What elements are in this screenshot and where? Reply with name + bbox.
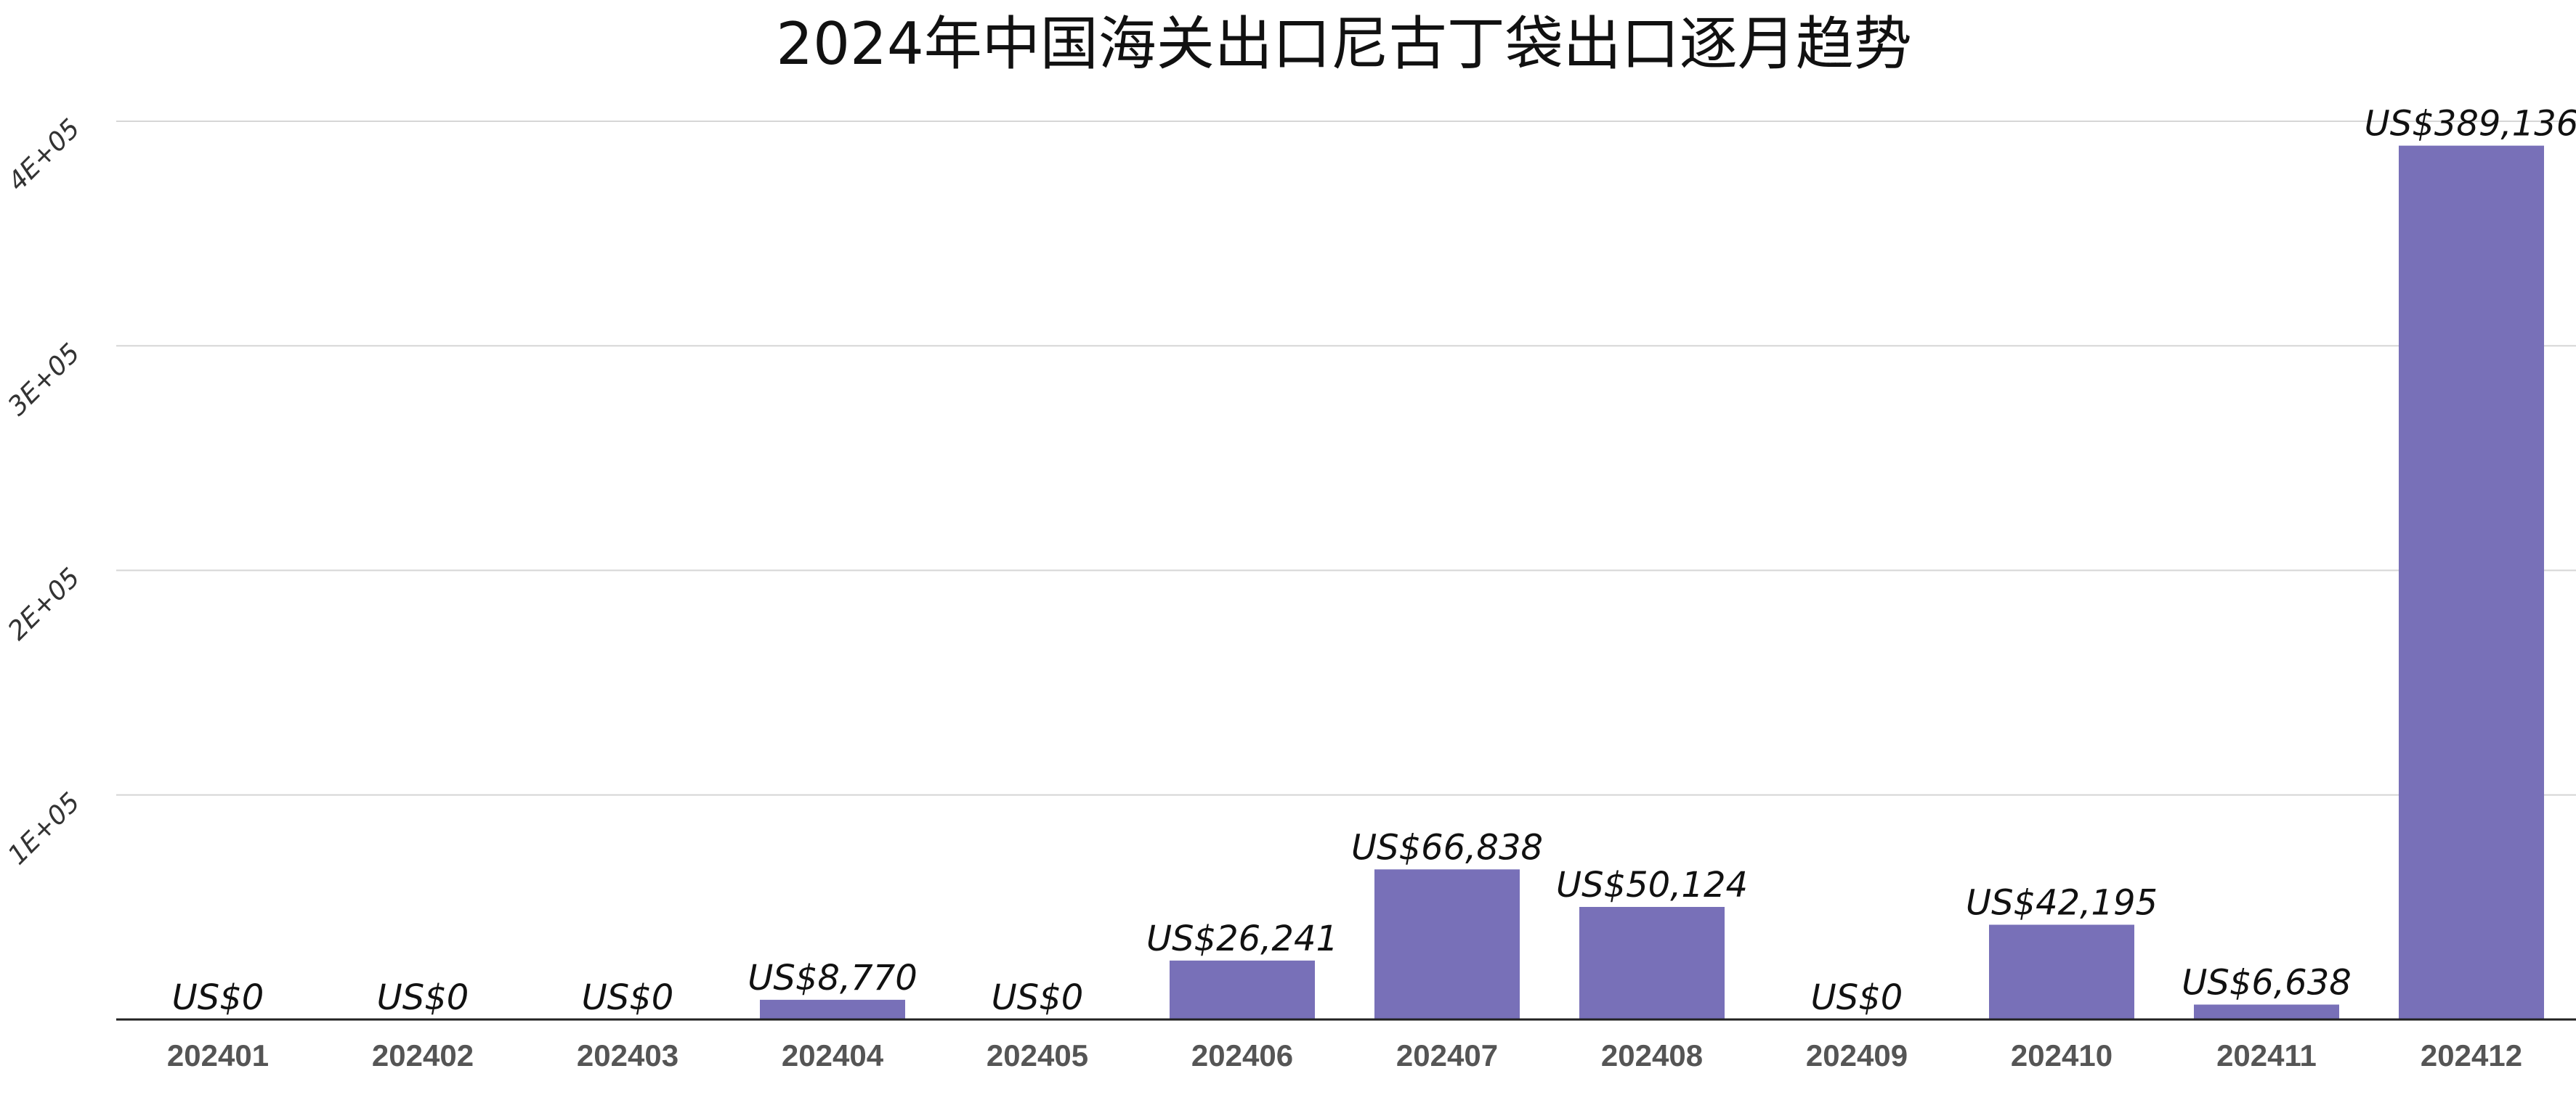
data-label: US$0: [172, 977, 264, 1018]
y-tick-label: 3E+05: [2, 338, 86, 422]
x-tick-label: 202401: [167, 1038, 269, 1072]
data-label: US$50,124: [1556, 865, 1748, 905]
bars: [760, 145, 2544, 1019]
y-tick-label: 1E+05: [2, 787, 86, 871]
data-label: US$42,195: [1966, 883, 2158, 924]
y-tick-label: 2E+05: [2, 563, 86, 646]
x-tick-label: 202406: [1191, 1038, 1293, 1072]
data-label: US$0: [1811, 977, 1903, 1018]
x-tick-label: 202408: [1601, 1038, 1703, 1072]
data-label: US$0: [582, 977, 674, 1018]
bar: [2399, 145, 2544, 1019]
bar: [1579, 906, 1725, 1019]
data-label: US$0: [377, 977, 469, 1018]
bar: [1989, 924, 2134, 1019]
bar: [1374, 869, 1520, 1019]
data-label: US$8,770: [748, 958, 918, 998]
grid-lines: [116, 121, 2576, 796]
x-tick-label: 202410: [2011, 1038, 2113, 1072]
y-tick-label: 4E+05: [2, 113, 86, 197]
x-tick-label: 202402: [372, 1038, 474, 1072]
x-tick-label: 202411: [2216, 1038, 2317, 1072]
x-tick-label: 202412: [2421, 1038, 2522, 1072]
data-label: US$6,638: [2182, 962, 2352, 1003]
x-tick-label: 202409: [1806, 1038, 1908, 1072]
x-tick-label: 202407: [1396, 1038, 1498, 1072]
y-axis-ticks: 1E+05 2E+05 3E+05 4E+05: [2, 113, 86, 871]
x-tick-label: 202405: [987, 1038, 1088, 1072]
bar: [2194, 1004, 2339, 1019]
data-label: US$0: [992, 977, 1084, 1018]
bar: [1170, 960, 1315, 1019]
x-tick-label: 202404: [782, 1038, 884, 1072]
data-label: US$26,241: [1146, 919, 1338, 959]
x-tick-label: 202403: [577, 1038, 679, 1072]
data-label: US$389,136: [2365, 104, 2576, 144]
bar: [760, 999, 905, 1019]
x-axis-ticks: 202401 202402 202403 202404 202405 202406 2024…: [167, 1038, 2522, 1072]
data-labels: US$0 US$0 US$0 US$8,770 US$0 US$26,241 US$66,8…: [172, 104, 2576, 1018]
data-label: US$66,838: [1351, 827, 1543, 868]
chart-title: 2024年中国海关出口尼古丁袋出口逐月趋势: [776, 10, 1912, 78]
